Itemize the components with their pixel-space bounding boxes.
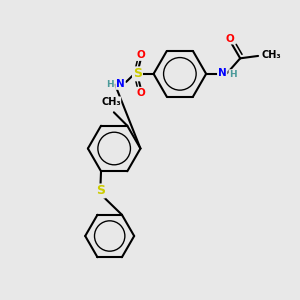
Text: N: N [218,68,226,78]
Text: S: S [96,184,105,197]
Text: O: O [137,88,146,98]
Text: H: H [229,70,237,79]
Text: CH₃: CH₃ [262,50,281,60]
Text: H: H [106,80,114,89]
Text: S: S [133,68,142,80]
Text: O: O [226,34,234,44]
Text: O: O [137,50,146,60]
Text: CH₃: CH₃ [101,97,121,107]
Text: N: N [116,79,125,89]
